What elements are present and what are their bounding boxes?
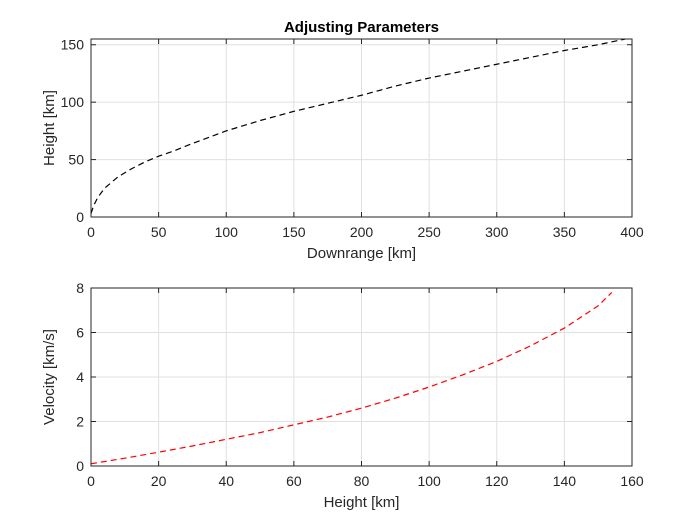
x-tick-label: 300 bbox=[485, 224, 509, 240]
x-tick-label: 120 bbox=[485, 473, 509, 489]
y-tick-label: 4 bbox=[76, 369, 84, 385]
x-tick-label: 250 bbox=[417, 224, 441, 240]
y-tick-label: 6 bbox=[76, 325, 84, 341]
top-axes: 0 50 100 150 200 250 300 350 400 0 50 100 150 Adjus… bbox=[41, 19, 644, 262]
bottom-plot-area bbox=[90, 292, 613, 465]
y-tick-label: 50 bbox=[68, 152, 84, 168]
top-y-ticks: 0 50 100 150 bbox=[61, 37, 632, 225]
x-tick-label: 140 bbox=[553, 473, 577, 489]
x-tick-label: 20 bbox=[151, 473, 167, 489]
x-tick-label: 100 bbox=[215, 224, 239, 240]
x-tick-label: 50 bbox=[151, 224, 167, 240]
x-tick-label: 60 bbox=[286, 473, 302, 489]
top-x-ticks: 0 50 100 150 200 250 300 350 400 bbox=[87, 39, 644, 240]
bottom-x-axis-label: Height [km] bbox=[324, 494, 400, 511]
y-tick-label: 150 bbox=[61, 37, 85, 53]
series-line-0 bbox=[90, 292, 613, 465]
x-tick-label: 80 bbox=[354, 473, 370, 489]
bottom-y-ticks: 0 2 4 6 8 bbox=[76, 280, 632, 474]
chart-title: Adjusting Parameters bbox=[284, 19, 439, 36]
x-tick-label: 200 bbox=[350, 224, 374, 240]
y-tick-label: 0 bbox=[76, 209, 84, 225]
y-tick-label: 2 bbox=[76, 414, 84, 430]
top-plot-area bbox=[90, 38, 626, 214]
series-line-0 bbox=[90, 38, 626, 214]
x-tick-label: 150 bbox=[282, 224, 306, 240]
bottom-y-axis-label: Velocity [km/s] bbox=[41, 329, 58, 425]
bottom-x-ticks: 0 20 40 60 80 100 120 140 160 bbox=[87, 288, 644, 489]
top-x-axis-label: Downrange [km] bbox=[307, 245, 416, 262]
x-tick-label: 100 bbox=[417, 473, 441, 489]
y-tick-label: 0 bbox=[76, 458, 84, 474]
x-tick-label: 400 bbox=[620, 224, 644, 240]
x-tick-label: 0 bbox=[87, 224, 95, 240]
y-tick-label: 8 bbox=[76, 280, 84, 296]
x-tick-label: 350 bbox=[553, 224, 577, 240]
x-tick-label: 160 bbox=[620, 473, 644, 489]
x-tick-label: 40 bbox=[218, 473, 234, 489]
y-tick-label: 100 bbox=[61, 94, 85, 110]
top-y-axis-label: Height [km] bbox=[41, 90, 58, 166]
x-tick-label: 0 bbox=[87, 473, 95, 489]
